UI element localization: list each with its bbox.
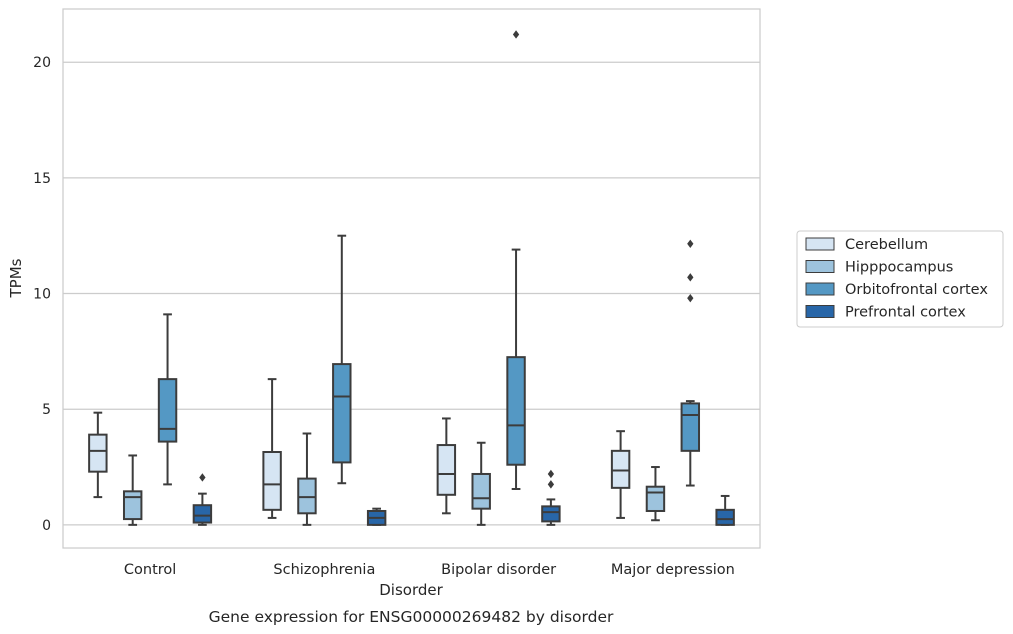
x-tick-labels: Control Schizophrenia Bipolar disorder Majo… [124, 562, 735, 578]
box-body [715, 508, 735, 526]
box-body [645, 485, 666, 512]
legend-swatch-prefrontal-cortex [805, 305, 835, 318]
box-body [88, 433, 108, 473]
legend-label-hipppocampus: Hipppocampus [845, 260, 953, 276]
box-cerebellum-control [88, 411, 108, 499]
outlier-point [687, 273, 694, 282]
box-hipppocampus-schizophrenia [297, 432, 317, 526]
box-cerebellum-schizophrenia [262, 378, 282, 519]
box-body [610, 449, 631, 489]
box-body [297, 477, 317, 515]
x-axis-label: Disorder [379, 581, 443, 599]
legend-swatch-cerebellum [805, 237, 835, 251]
box-prefrontal-cortex-major-depression [715, 494, 735, 526]
y-tick-label-15: 15 [33, 171, 51, 187]
y-tick-label-20: 20 [33, 55, 51, 71]
legend-swatch-hipppocampus [805, 260, 835, 273]
box-body [332, 363, 352, 464]
box-body [436, 444, 457, 496]
box-body [122, 490, 143, 521]
grid-lines [63, 61, 760, 526]
outlier-point [199, 473, 206, 482]
chart-caption: Gene expression for ENSG00000269482 by d… [209, 608, 614, 626]
box-body [262, 450, 282, 511]
box-groups [88, 30, 735, 526]
box-prefrontal-cortex-control [192, 473, 213, 526]
box-orbitofrontal-cortex-bipolar-disorder [506, 30, 526, 491]
box-body [471, 472, 491, 510]
outlier-point [687, 293, 694, 303]
y-tick-label-10: 10 [33, 287, 51, 303]
box-prefrontal-cortex-schizophrenia [366, 507, 387, 526]
box-body [157, 378, 178, 443]
box-hipppocampus-major-depression [645, 466, 666, 522]
box-prefrontal-cortex-bipolar-disorder [541, 469, 561, 526]
box-hipppocampus-bipolar-disorder [471, 441, 491, 526]
legend: Cerebellum Hipppocampus Orbitofrontal cort… [796, 230, 1004, 328]
y-tick-labels: 0 5 10 15 20 [33, 55, 51, 534]
outlier-point [687, 239, 694, 249]
outlier-point [547, 480, 555, 489]
x-tick-label-bipolar-disorder: Bipolar disorder [441, 562, 556, 578]
outlier-point [547, 469, 555, 479]
legend-frame [796, 230, 1004, 328]
x-tick-label-schizophrenia: Schizophrenia [273, 562, 375, 578]
plot-frame [62, 8, 761, 549]
box-hipppocampus-control [122, 454, 143, 526]
y-tick-label-0: 0 [42, 518, 51, 534]
y-axis-label: TPMs [7, 258, 25, 298]
box-body [680, 402, 701, 452]
x-tick-label-major-depression: Major depression [611, 562, 735, 578]
x-tick-label-control: Control [124, 562, 176, 578]
legend-label-prefrontal-cortex: Prefrontal cortex [845, 305, 966, 321]
legend-label-orbitofrontal-cortex: Orbitofrontal cortex [845, 282, 988, 298]
box-body [541, 505, 561, 523]
box-orbitofrontal-cortex-control [157, 313, 178, 486]
y-tick-label-5: 5 [42, 402, 51, 418]
legend-label-cerebellum: Cerebellum [845, 237, 928, 253]
outlier-point [512, 30, 520, 39]
box-body [192, 504, 213, 524]
box-orbitofrontal-cortex-major-depression [680, 239, 701, 487]
legend-swatch-orbitofrontal-cortex [805, 282, 835, 296]
box-cerebellum-major-depression [610, 430, 631, 519]
box-orbitofrontal-cortex-schizophrenia [332, 234, 352, 485]
box-cerebellum-bipolar-disorder [436, 417, 457, 515]
box-body [506, 356, 526, 466]
